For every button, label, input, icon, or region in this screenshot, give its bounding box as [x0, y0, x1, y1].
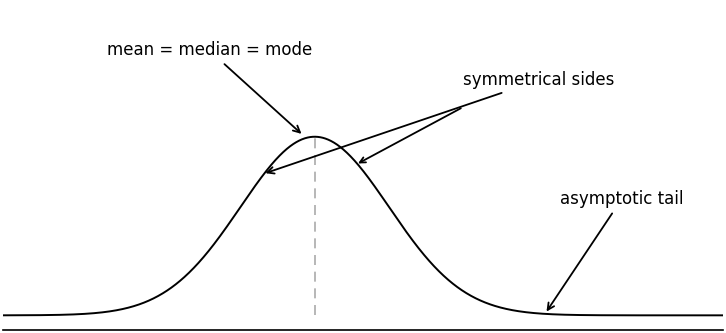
Text: mean = median = mode: mean = median = mode — [107, 42, 312, 133]
Text: symmetrical sides: symmetrical sides — [267, 71, 615, 173]
Text: asymptotic tail: asymptotic tail — [547, 190, 683, 310]
